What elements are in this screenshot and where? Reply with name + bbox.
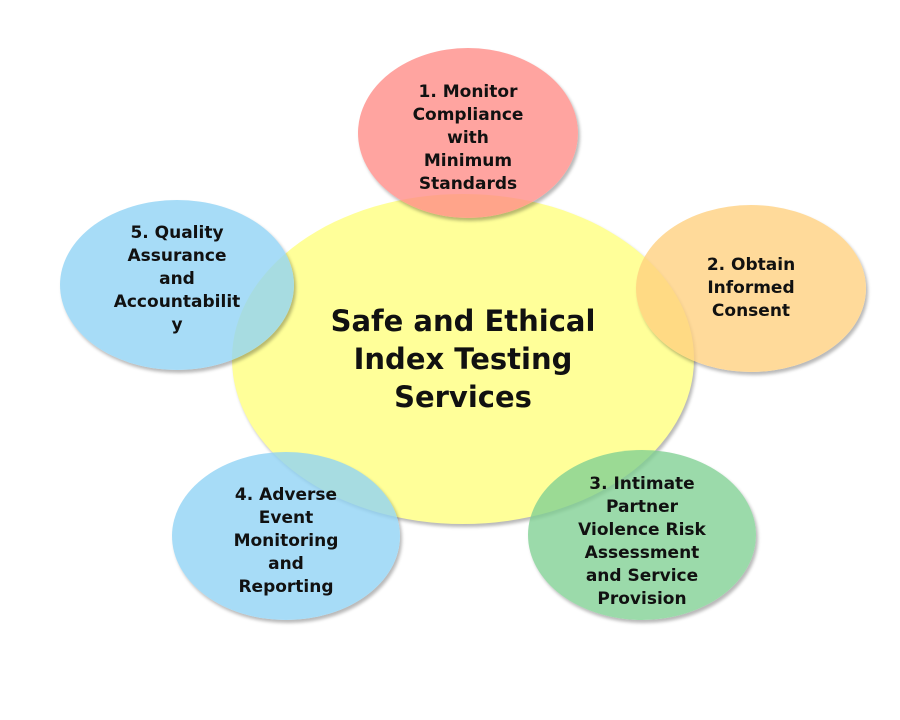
node-label: 4. Adverse Event Monitoring and Reportin…: [233, 484, 339, 597]
node-ipv-risk-assessment: 3. Intimate Partner Violence Risk Assess…: [528, 450, 756, 620]
node-informed-consent: 2. Obtain Informed Consent: [636, 205, 866, 372]
node-adverse-event-monitoring: 4. Adverse Event Monitoring and Reportin…: [172, 452, 400, 620]
node-quality-assurance: 5. Quality Assurance and Accountabilit y: [60, 200, 294, 370]
node-label: 1. Monitor Compliance with Minimum Stand…: [412, 81, 524, 194]
node-monitor-compliance: 1. Monitor Compliance with Minimum Stand…: [358, 48, 578, 218]
node-label: 3. Intimate Partner Violence Risk Assess…: [578, 474, 706, 609]
center-label: Safe and Ethical Index Testing Services: [330, 304, 596, 414]
node-label: 5. Quality Assurance and Accountabilit y: [113, 222, 241, 335]
node-label: 2. Obtain Informed Consent: [706, 255, 796, 321]
